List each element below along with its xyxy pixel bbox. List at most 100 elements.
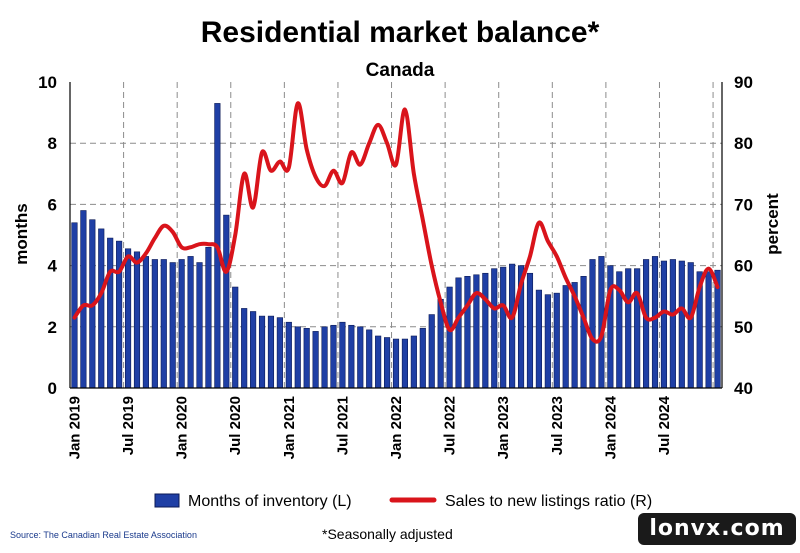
chart-subtitle: Canada — [366, 60, 435, 81]
inventory-bar — [339, 321, 346, 389]
inventory-bar — [678, 260, 685, 389]
x-tick-label: Jul 2022 — [442, 396, 459, 455]
inventory-bar — [669, 259, 676, 389]
y-tick-left-label: 0 — [48, 379, 57, 398]
inventory-bar — [321, 326, 328, 389]
legend-bar-swatch — [154, 493, 180, 508]
inventory-bar — [116, 240, 123, 389]
watermark-logo: lonvx.com — [638, 513, 796, 545]
inventory-bars — [71, 103, 721, 389]
inventory-bar — [383, 337, 391, 389]
x-tick-label: Jan 2019 — [67, 396, 84, 459]
inventory-bar — [241, 308, 248, 389]
inventory-bar — [446, 286, 453, 389]
inventory-bar — [580, 276, 587, 389]
x-tick-label: Jan 2023 — [495, 396, 512, 459]
inventory-bar — [285, 321, 292, 389]
source-note: Source: The Canadian Real Estate Associa… — [10, 530, 197, 540]
inventory-bar — [509, 263, 516, 389]
y-axis-left-label: months — [12, 203, 31, 264]
inventory-bar — [187, 256, 194, 389]
inventory-bar — [71, 222, 78, 389]
inventory-bar — [232, 286, 239, 389]
inventory-bar — [625, 268, 632, 389]
inventory-bar — [482, 272, 489, 389]
ratio-line — [72, 101, 720, 344]
inventory-bar — [634, 268, 641, 389]
x-tick-label: Jan 2021 — [281, 396, 298, 459]
chart-title: Residential market balance* — [201, 16, 600, 49]
inventory-bar — [258, 315, 266, 389]
inventory-bar — [500, 266, 507, 389]
y-tick-right-label: 70 — [734, 195, 753, 214]
inventory-bar — [366, 329, 373, 389]
inventory-bar — [660, 260, 668, 389]
inventory-bar — [160, 259, 167, 389]
inventory-bar — [562, 285, 569, 389]
inventory-bar — [205, 246, 212, 389]
legend-bar-label: Months of inventory (L) — [188, 493, 352, 510]
ratio-line-group — [72, 101, 720, 344]
y-tick-left-label: 10 — [38, 73, 57, 92]
inventory-bar — [526, 272, 534, 389]
x-tick-label: Jul 2021 — [334, 396, 351, 455]
y-tick-right-label: 90 — [734, 73, 753, 92]
y-tick-right-label: 40 — [734, 379, 753, 398]
y-tick-left-label: 6 — [48, 195, 57, 214]
axes — [69, 82, 723, 389]
inventory-bar — [196, 262, 203, 389]
inventory-bar — [80, 210, 87, 389]
y-tick-right-label: 50 — [734, 318, 753, 337]
inventory-bar — [178, 259, 185, 389]
inventory-bar — [357, 326, 364, 389]
inventory-bar — [401, 338, 409, 389]
inventory-bar — [98, 228, 105, 389]
inventory-bar — [294, 326, 301, 389]
inventory-bar — [151, 259, 158, 389]
y-tick-left-label: 4 — [48, 257, 58, 276]
inventory-bar — [276, 317, 283, 389]
inventory-bar — [375, 335, 382, 389]
inventory-bar — [651, 256, 659, 389]
inventory-bar — [705, 271, 712, 389]
inventory-bar — [491, 268, 498, 389]
tick-labels: 0 2 4 6 8 10 40 50 60 70 80 90 Jan 2019 Jul 2019 Jan 2… — [38, 73, 753, 459]
y-tick-left-label: 2 — [48, 318, 57, 337]
inventory-bar — [428, 314, 435, 389]
inventory-bar — [330, 324, 337, 389]
inventory-bar — [643, 259, 650, 389]
inventory-bar — [392, 338, 400, 389]
inventory-bar — [267, 315, 275, 389]
inventory-bar — [544, 294, 551, 389]
inventory-bar — [124, 248, 132, 389]
y-axis-right-label: percent — [763, 193, 782, 255]
x-tick-label: Jul 2024 — [656, 395, 673, 455]
inventory-bar — [589, 259, 596, 389]
inventory-bar — [535, 289, 542, 389]
x-tick-label: Jul 2023 — [549, 396, 566, 455]
inventory-bar — [303, 328, 310, 389]
inventory-bar — [553, 292, 560, 389]
x-tick-label: Jan 2024 — [602, 395, 619, 459]
x-tick-label: Jul 2019 — [120, 396, 137, 455]
legend-line-label: Sales to new listings ratio (R) — [445, 493, 652, 510]
inventory-bar — [410, 335, 417, 389]
inventory-bar — [142, 256, 149, 389]
x-tick-label: Jan 2022 — [388, 396, 405, 459]
legend: Months of inventory (L) Sales to new lis… — [154, 493, 652, 510]
y-tick-right-label: 60 — [734, 257, 753, 276]
inventory-bar — [687, 262, 694, 389]
inventory-bar — [312, 331, 319, 389]
inventory-bar — [348, 324, 355, 389]
y-tick-left-label: 8 — [48, 134, 57, 153]
inventory-bar — [133, 251, 141, 389]
inventory-bar — [250, 311, 257, 389]
x-tick-label: Jul 2020 — [227, 396, 244, 455]
inventory-bar — [607, 265, 614, 389]
inventory-bar — [223, 214, 230, 389]
inventory-bar — [107, 237, 114, 389]
y-tick-right-label: 80 — [734, 134, 753, 153]
inventory-bar — [419, 328, 426, 389]
footnote: *Seasonally adjusted — [322, 526, 453, 542]
